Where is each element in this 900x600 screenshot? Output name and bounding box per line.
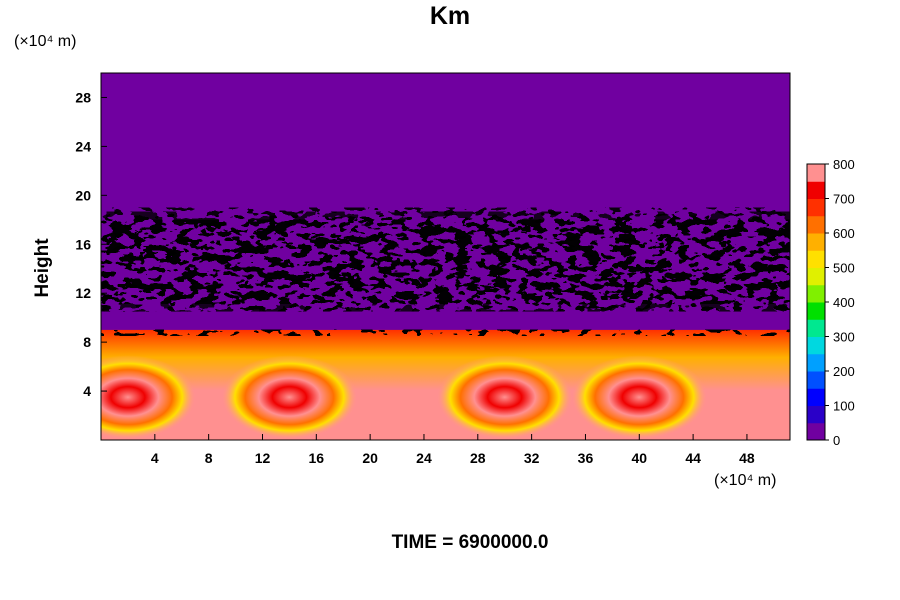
colorbar-band — [807, 388, 825, 406]
x-tick-label: 44 — [685, 450, 701, 466]
quiet-layer — [101, 311, 790, 330]
y-tick-label: 8 — [83, 334, 91, 350]
x-tick-label: 40 — [631, 450, 647, 466]
colorbar-band — [807, 336, 825, 355]
colorbar-tick-label: 600 — [833, 226, 855, 241]
eddy — [221, 355, 358, 440]
colorbar-band — [807, 302, 825, 320]
colorbar-band — [807, 250, 825, 268]
colorbar-tick-label: 0 — [833, 433, 840, 448]
y-tick-label: 12 — [75, 285, 91, 301]
y-tick-label: 24 — [75, 138, 91, 154]
x-tick-label: 36 — [578, 450, 594, 466]
x-tick-label: 16 — [309, 450, 325, 466]
colorbar-band — [807, 164, 825, 182]
x-tick-label: 20 — [362, 450, 378, 466]
y-tick-label: 4 — [83, 383, 91, 399]
eddy — [101, 355, 196, 440]
colorbar-band — [807, 405, 825, 424]
eddy — [436, 355, 573, 440]
plot-frame — [100, 72, 791, 441]
x-tick-label: 32 — [524, 450, 540, 466]
x-axis-ticks: 4 8 12 16 20 24 28 32 36 40 44 48 — [151, 434, 755, 466]
colorbar: 0 100 200 300 400 500 600 700 800 — [806, 157, 855, 448]
x-tick-label: 24 — [416, 450, 432, 466]
lower-layer-edge — [101, 329, 790, 336]
x-tick-label: 8 — [205, 450, 213, 466]
colorbar-band — [807, 233, 825, 251]
plot-field — [101, 73, 790, 440]
colorbar-band — [807, 353, 825, 372]
colorbar-band — [807, 319, 825, 337]
colorbar-tick-label: 200 — [833, 364, 855, 379]
y-tick-label: 20 — [75, 187, 91, 203]
time-label: TIME = 6900000.0 — [391, 532, 549, 553]
x-tick-label: 4 — [151, 450, 159, 466]
y-axis-unit: (×10⁴ m) — [14, 33, 77, 50]
y-axis-ticks: 4 8 12 16 20 24 28 — [75, 89, 107, 399]
colorbar-band — [807, 215, 825, 234]
colorbar-tick-label: 300 — [833, 330, 855, 345]
colorbar-tick-label: 700 — [833, 192, 855, 207]
x-tick-label: 28 — [470, 450, 486, 466]
colorbar-band — [807, 422, 825, 441]
colorbar-band — [807, 284, 825, 303]
x-tick-label: 12 — [255, 450, 271, 466]
colorbar-band — [807, 371, 825, 389]
colorbar-tick-label: 500 — [833, 261, 855, 276]
x-tick-label: 48 — [739, 450, 755, 466]
colorbar-tick-label: 100 — [833, 399, 855, 414]
eddy — [571, 355, 708, 440]
colorbar-band — [807, 267, 825, 286]
colorbar-tick-label: 800 — [833, 157, 855, 172]
turbulent-band-core — [101, 225, 790, 298]
chart-title: Km — [429, 2, 471, 30]
y-tick-label: 16 — [75, 236, 91, 252]
colorbar-band — [807, 181, 825, 199]
y-tick-label: 28 — [75, 89, 91, 105]
colorbar-band — [807, 198, 825, 217]
x-axis-unit: (×10⁴ m) — [714, 472, 777, 489]
colorbar-tick-label: 400 — [833, 295, 855, 310]
